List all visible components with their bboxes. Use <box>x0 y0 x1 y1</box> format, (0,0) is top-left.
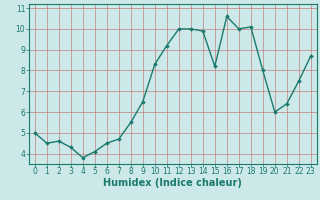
X-axis label: Humidex (Indice chaleur): Humidex (Indice chaleur) <box>103 178 242 188</box>
